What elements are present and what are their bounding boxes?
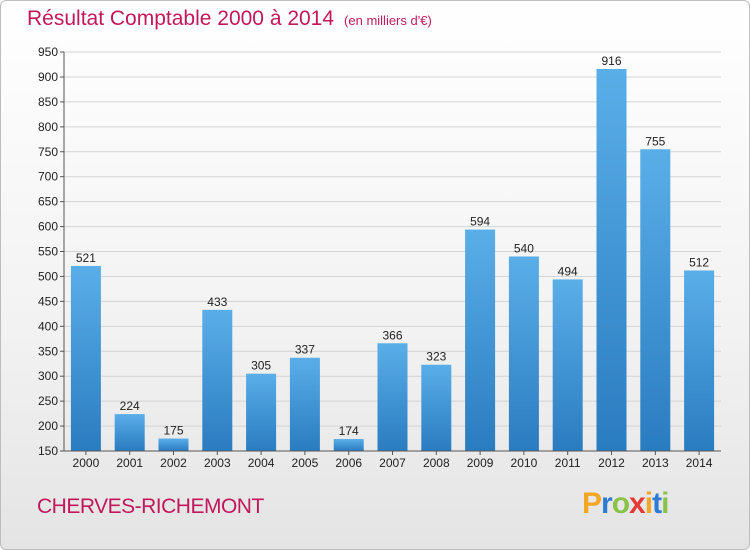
data-labels: 521 224 175 433 305 337 174 366 323 594 540 494 916 7… <box>76 54 710 438</box>
logo-letter: r <box>601 487 613 520</box>
y-tick-label: 800 <box>38 120 58 134</box>
y-tick-label: 350 <box>38 344 58 358</box>
x-tick-label-2000: 2000 <box>73 456 100 470</box>
bar-2000 <box>70 265 101 451</box>
y-tick-label: 550 <box>38 245 58 259</box>
y-tick-label: 700 <box>38 170 58 184</box>
bar-2009 <box>465 229 496 451</box>
data-label-2009: 594 <box>470 215 490 229</box>
y-tick-label: 300 <box>38 369 58 383</box>
bar-2012 <box>596 68 627 452</box>
x-tick-label-2003: 2003 <box>204 456 231 470</box>
logo-letter: P <box>582 487 602 520</box>
logo-letter: t <box>652 487 662 520</box>
x-tick-label-2002: 2002 <box>160 456 187 470</box>
data-label-2014: 512 <box>689 255 709 269</box>
chart-title: Résultat Comptable 2000 à 2014 <box>27 7 335 30</box>
bars <box>70 68 715 452</box>
x-tick-label-2005: 2005 <box>292 456 319 470</box>
bar-2006 <box>333 439 364 451</box>
x-tick-label-2012: 2012 <box>598 456 625 470</box>
y-tick-label: 650 <box>38 195 58 209</box>
x-tick-label-2013: 2013 <box>642 456 669 470</box>
chart-title-block: Résultat Comptable 2000 à 2014 (en millie… <box>27 7 432 31</box>
data-label-2010: 540 <box>514 241 534 255</box>
y-tick-label: 200 <box>38 419 58 433</box>
bar-2008 <box>421 364 452 451</box>
x-tick-label-2011: 2011 <box>555 456 581 470</box>
data-label-2013: 755 <box>645 134 665 148</box>
x-tick-label-2007: 2007 <box>379 456 406 470</box>
bar-2007 <box>377 343 408 451</box>
data-label-2001: 224 <box>120 399 140 413</box>
y-tick-label: 500 <box>38 269 58 283</box>
logo-letter: x <box>629 487 646 520</box>
y-tick-label: 450 <box>38 294 58 308</box>
data-label-2012: 916 <box>601 54 621 68</box>
data-label-2007: 366 <box>382 328 402 342</box>
y-tick-label: 850 <box>38 95 58 109</box>
data-label-2004: 305 <box>251 359 271 373</box>
bar-2010 <box>508 256 539 451</box>
x-tick-label-2001: 2001 <box>116 456 143 470</box>
x-tick-label-2009: 2009 <box>467 456 494 470</box>
data-label-2002: 175 <box>163 424 183 438</box>
x-axis: 2000 2001 2002 2003 2004 2005 2006 2007 2008 2009… <box>64 450 721 470</box>
y-tick-label: 250 <box>38 394 58 408</box>
bar-2003 <box>202 309 233 451</box>
y-tick-label: 750 <box>38 145 58 159</box>
logo-letter: i <box>644 487 653 520</box>
bar-2014 <box>684 270 715 451</box>
bar-2013 <box>640 149 671 451</box>
bar-2004 <box>246 373 277 451</box>
y-tick-label: 900 <box>38 70 58 84</box>
logo-letter: o <box>611 487 630 520</box>
data-label-2006: 174 <box>339 424 359 438</box>
data-label-2011: 494 <box>558 264 578 278</box>
bar-2011 <box>552 279 583 451</box>
x-tick-label-2014: 2014 <box>686 456 713 470</box>
chart-subtitle: (en milliers d'€) <box>344 13 432 28</box>
y-tick-label: 950 <box>38 45 58 59</box>
logo-letter: i <box>661 487 669 520</box>
x-tick-label-2008: 2008 <box>423 456 450 470</box>
y-tick-label: 400 <box>38 319 58 333</box>
x-tick-label-2006: 2006 <box>335 456 362 470</box>
x-tick-label-2004: 2004 <box>248 456 275 470</box>
bar-2005 <box>289 357 320 451</box>
proxiti-logo: Proxiti <box>582 487 669 521</box>
y-axis: 150 200 250 300 350 400 450 500 550 600 650 700 750 8… <box>38 45 65 458</box>
x-tick-label-2010: 2010 <box>511 456 538 470</box>
y-tick-label: 150 <box>38 444 58 458</box>
commune-name: CHERVES-RICHEMONT <box>37 495 264 518</box>
bar-2002 <box>158 438 189 451</box>
data-label-2003: 433 <box>207 295 227 309</box>
data-label-2000: 521 <box>76 251 96 265</box>
y-tick-label: 600 <box>38 220 58 234</box>
data-label-2008: 323 <box>426 350 446 364</box>
bar-2001 <box>114 414 145 451</box>
data-label-2005: 337 <box>295 343 315 357</box>
